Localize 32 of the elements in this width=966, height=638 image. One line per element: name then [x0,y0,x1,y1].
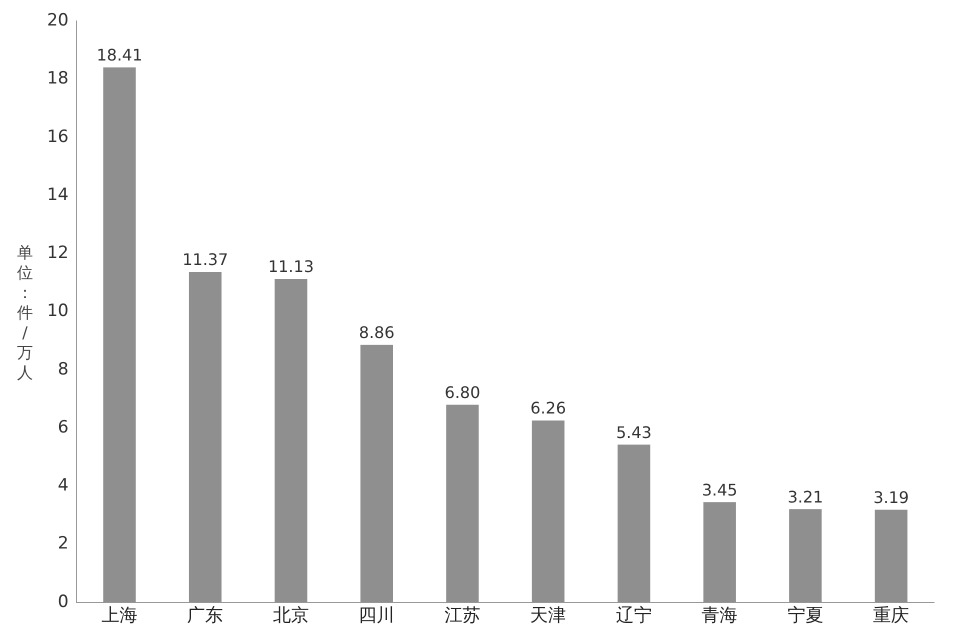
x-tick-label: 天津 [530,604,566,626]
data-label: 18.41 [96,46,142,65]
y-axis-title: 单位：件/万人 [16,243,34,383]
y-tick-label: 18 [46,68,69,89]
data-label: 3.45 [702,480,738,500]
y-tick-label: 8 [58,359,69,380]
x-tick-label: 广东 [187,604,224,626]
x-tick-label: 宁夏 [787,604,824,626]
y-tick-label: 16 [46,126,69,147]
data-label: 6.26 [530,398,566,418]
data-label: 11.37 [182,250,228,270]
y-tick-label: 4 [58,476,69,496]
x-tick-label: 青海 [702,604,738,626]
y-tick-label: 10 [46,301,69,322]
x-tick-label: 北京 [272,604,309,626]
y-tick-label: 12 [46,243,69,264]
data-label: 3.21 [788,487,824,506]
y-tick-label: 14 [46,184,69,205]
data-label: 11.13 [268,257,314,276]
data-label: 6.80 [444,382,480,402]
data-label: 5.43 [616,422,652,442]
data-label: 8.86 [358,323,395,342]
x-tick-label: 重庆 [873,604,910,626]
data-label: 3.19 [873,488,909,507]
y-tick-label: 6 [58,417,69,438]
y-tick-label: 0 [58,592,69,612]
x-tick-label: 上海 [102,604,138,626]
x-tick-label: 辽宁 [616,604,652,626]
y-tick-label: 2 [58,534,69,554]
x-tick-label: 四川 [358,604,395,626]
y-tick-label: 20 [46,10,69,31]
x-tick-label: 江苏 [444,604,480,626]
